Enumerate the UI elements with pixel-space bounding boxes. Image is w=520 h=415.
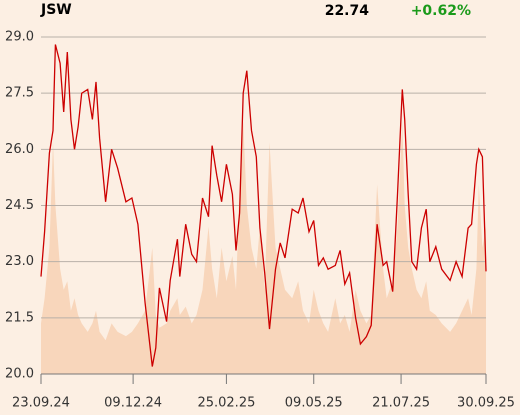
price-change: +0.62% — [411, 3, 471, 19]
y-tick-label: 21.5 — [5, 310, 34, 325]
x-tick-label: 25.02.25 — [197, 396, 255, 411]
x-tick-label: 21.07.25 — [372, 396, 430, 411]
x-tick-label: 23.09.24 — [12, 396, 70, 411]
x-tick-label: 09.12.24 — [104, 396, 162, 411]
y-tick-label: 24.5 — [5, 198, 34, 213]
y-tick-label: 20.0 — [5, 367, 34, 382]
y-tick-label: 27.5 — [5, 86, 34, 101]
y-tick-label: 23.0 — [5, 254, 34, 269]
chart-title: JSW — [40, 2, 72, 18]
y-tick-label: 26.0 — [5, 142, 34, 157]
last-price: 22.74 — [325, 3, 370, 19]
x-tick-label: 09.05.25 — [285, 396, 343, 411]
x-tick-label: 30.09.25 — [457, 396, 515, 411]
volume-area — [41, 121, 486, 374]
y-tick-label: 29.0 — [5, 30, 34, 45]
price-line — [40, 44, 487, 367]
